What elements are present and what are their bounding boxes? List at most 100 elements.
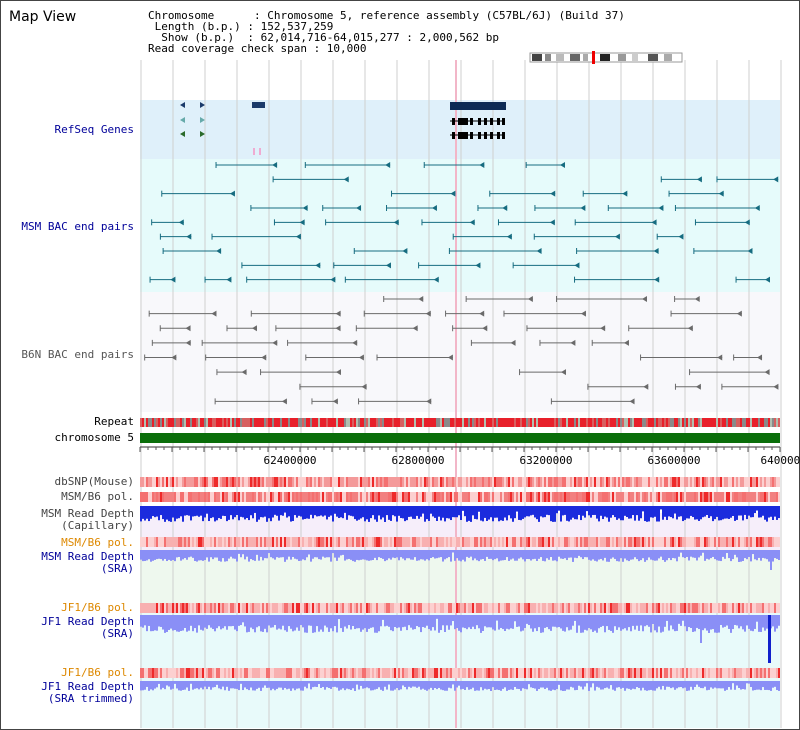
track-label-jf1-depth[interactable]: JF1 Read Depth (SRA) [41, 616, 134, 640]
repeat-feature [664, 418, 666, 427]
track-label-msm-depth-sra[interactable]: MSM Read Depth (SRA) [41, 551, 134, 575]
heat-cell [776, 668, 778, 678]
track-label-msm-depth-capillary[interactable]: MSM Read Depth (Capillary) [41, 508, 134, 532]
depth-bar [544, 615, 546, 628]
heat-cell [198, 492, 200, 502]
heat-cell [306, 477, 308, 487]
heat-cell [308, 603, 310, 613]
depth-bar [774, 615, 776, 632]
heat-cell [582, 668, 584, 678]
heat-cell [258, 668, 260, 678]
depth-bar [718, 681, 720, 689]
depth-bar [192, 506, 194, 517]
heat-cell [292, 603, 294, 613]
track-label-dbsnp[interactable]: dbSNP(Mouse) [54, 475, 134, 488]
heat-cell [664, 603, 666, 613]
depth-bar [404, 681, 406, 688]
track-label-jf1-b6-pol[interactable]: JF1/B6 pol. [61, 601, 134, 614]
heat-cell [276, 477, 278, 487]
heat-cell [692, 477, 694, 487]
track-label-jf1-b6-pol-trimmed[interactable]: JF1/B6 pol. [61, 666, 134, 679]
heat-cell [750, 668, 752, 678]
repeat-feature [652, 418, 654, 427]
heat-cell [156, 537, 158, 547]
heat-cell [206, 603, 208, 613]
heat-cell [730, 603, 732, 613]
track-label-jf1-depth-trimmed[interactable]: JF1 Read Depth (SRA trimmed) [41, 681, 134, 705]
depth-bar [646, 615, 648, 626]
depth-bar [512, 681, 514, 690]
axis-tick-label: 62800000 [392, 454, 445, 467]
depth-bar [614, 550, 616, 559]
heat-cell [760, 492, 762, 502]
track-label-msm-b6-pol[interactable]: MSM/B6 pol. [61, 490, 134, 503]
heat-cell [768, 603, 770, 613]
depth-bar [160, 506, 162, 516]
depth-bar [236, 550, 238, 562]
heat-cell [300, 477, 302, 487]
heat-cell [594, 477, 596, 487]
repeat-feature [458, 418, 460, 427]
depth-bar [196, 615, 198, 633]
heat-cell [470, 603, 472, 613]
depth-bar [680, 615, 682, 626]
depth-bar [246, 550, 248, 557]
depth-bar [352, 550, 354, 562]
depth-bar [610, 681, 612, 686]
heat-cell [282, 477, 284, 487]
heat-cell [232, 537, 234, 547]
track-label-b6n-bac[interactable]: B6N BAC end pairs [21, 348, 134, 361]
track-label-msm-bac[interactable]: MSM BAC end pairs [21, 220, 134, 233]
heat-cell [402, 477, 404, 487]
heat-cell [422, 603, 424, 613]
repeat-feature [228, 418, 230, 427]
bac-pair-end-arrow [641, 296, 647, 302]
heat-cell [228, 477, 230, 487]
heat-cell [476, 477, 478, 487]
heat-cell [176, 537, 178, 547]
bac-pair-end-arrow [335, 310, 341, 317]
depth-bar [272, 506, 274, 518]
depth-bar [662, 550, 664, 561]
depth-bar [244, 681, 246, 688]
track-label-repeat[interactable]: Repeat [94, 415, 134, 428]
heat-cell [590, 603, 592, 613]
heat-cell [622, 537, 624, 547]
depth-bar [680, 506, 682, 517]
repeat-feature [626, 418, 628, 427]
depth-bar [712, 681, 714, 689]
heat-cell [264, 477, 266, 487]
heat-cell [514, 477, 516, 487]
heat-cell [694, 492, 696, 502]
heat-cell [580, 477, 582, 487]
depth-bar [446, 615, 448, 626]
track-label-msm-b6-pol-sra[interactable]: MSM/B6 pol. [61, 536, 134, 549]
heat-cell [220, 477, 222, 487]
repeat-feature [388, 418, 390, 427]
track-label-refseq[interactable]: RefSeq Genes [54, 123, 134, 136]
gene-exon [452, 118, 455, 125]
depth-bar [328, 681, 330, 689]
bac-pair-end-arrow [550, 190, 556, 197]
bac-pair-end-arrow [744, 219, 750, 226]
depth-bar [336, 615, 338, 633]
heat-cell [254, 603, 256, 613]
depth-bar [296, 550, 298, 560]
heat-cell [324, 603, 326, 613]
heat-cell [594, 492, 596, 502]
depth-bar [140, 681, 142, 691]
heat-cell [452, 603, 454, 613]
heat-cell [616, 603, 618, 613]
heat-cell [368, 477, 370, 487]
track-label-chromosome[interactable]: chromosome 5 [54, 431, 134, 444]
depth-bar [512, 506, 514, 522]
depth-bar [422, 681, 424, 689]
depth-bar [222, 550, 224, 559]
heat-cell [688, 668, 690, 678]
heat-cell [434, 477, 436, 487]
heat-cell [240, 477, 242, 487]
depth-bar [454, 681, 456, 691]
depth-bar [536, 550, 538, 561]
repeat-feature [162, 418, 164, 427]
